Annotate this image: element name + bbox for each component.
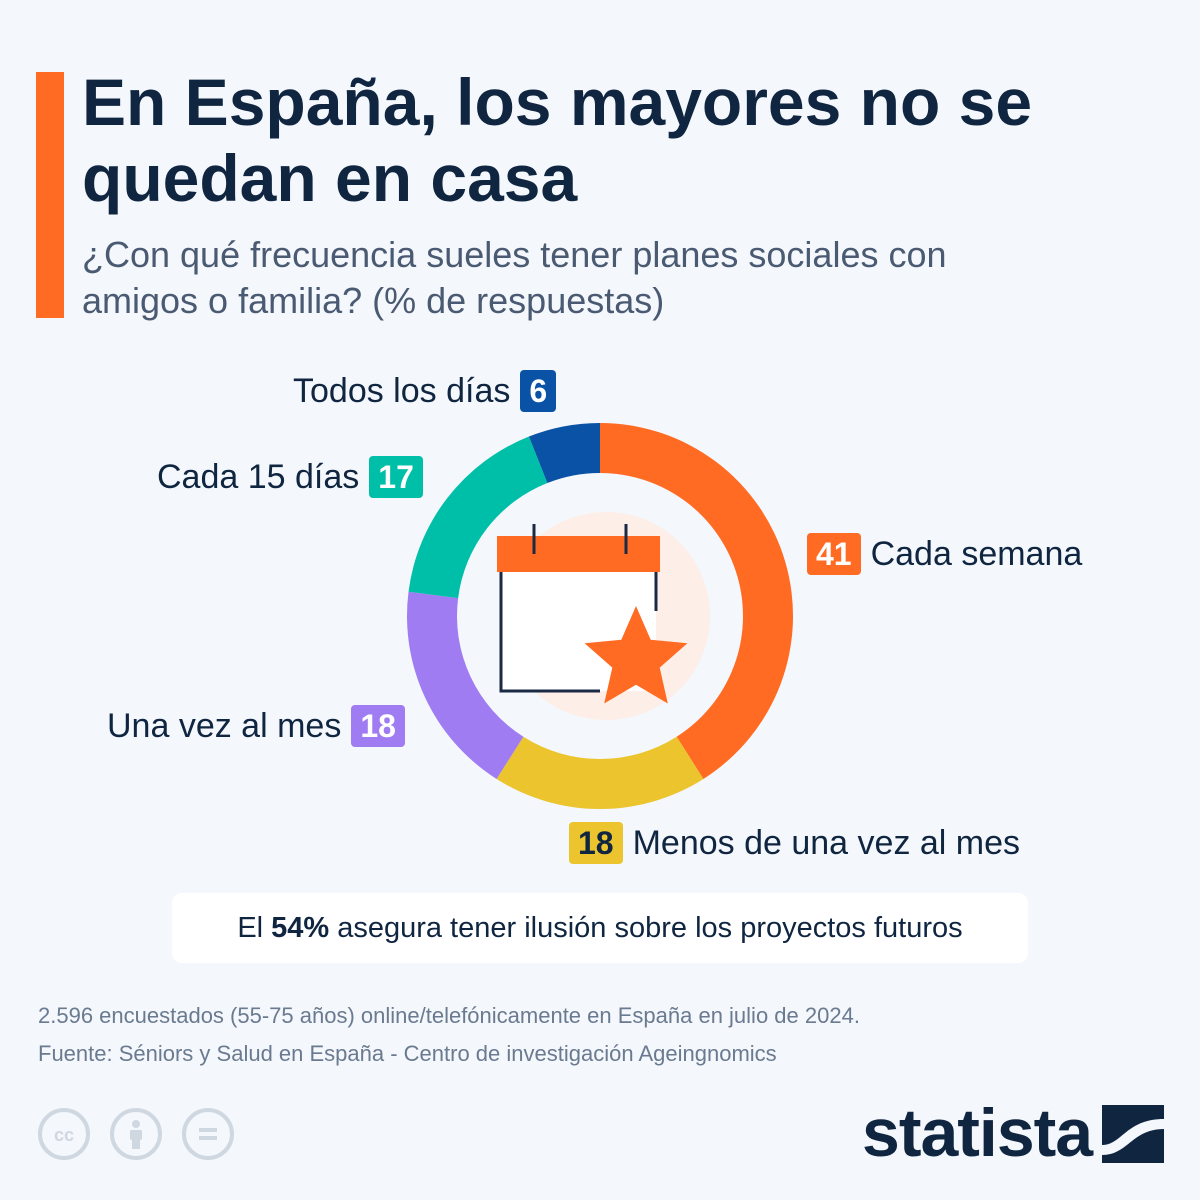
value-badge: 41 bbox=[807, 533, 861, 575]
callout-box: El 54% asegura tener ilusión sobre los p… bbox=[172, 893, 1028, 963]
category-label: Una vez al mes bbox=[107, 706, 342, 745]
callout-highlight: 54% bbox=[271, 911, 330, 944]
category-label: Menos de una vez al mes bbox=[632, 823, 1021, 862]
category-label: Todos los días bbox=[293, 371, 511, 410]
cc-icon[interactable]: cc bbox=[38, 1108, 90, 1160]
category-label: Cada 15 días bbox=[157, 457, 360, 496]
value-badge: 6 bbox=[520, 370, 557, 412]
donut-slice-0 bbox=[600, 423, 793, 779]
label-una-vez-al-mes: Una vez al mes 18 bbox=[107, 705, 405, 747]
page-title: En España, los mayores no se quedan en c… bbox=[82, 65, 1033, 215]
attribution-icon[interactable] bbox=[110, 1108, 162, 1160]
star-icon bbox=[584, 606, 688, 704]
donut-slice-4 bbox=[528, 423, 600, 484]
donut-slice-2 bbox=[407, 591, 524, 779]
label-cada-15-dias: Cada 15 días 17 bbox=[157, 456, 423, 498]
value-badge: 17 bbox=[369, 456, 423, 498]
source-note: Fuente: Séniors y Salud en España - Cent… bbox=[38, 1041, 777, 1066]
category-label: Cada semana bbox=[870, 534, 1083, 573]
label-menos-de-una-vez-al-mes: 18 Menos de una vez al mes bbox=[569, 822, 1020, 864]
callout-prefix: El bbox=[237, 911, 264, 944]
value-badge: 18 bbox=[569, 822, 623, 864]
statista-logo-icon[interactable] bbox=[1102, 1105, 1164, 1163]
label-todos-los-dias: Todos los días 6 bbox=[293, 370, 557, 412]
donut-chart bbox=[407, 423, 793, 809]
svg-text:cc: cc bbox=[54, 1125, 74, 1145]
donut-slice-3 bbox=[408, 436, 548, 599]
label-cada-semana: 41 Cada semana bbox=[807, 533, 1082, 575]
callout-text: asegura tener ilusión sobre los proyecto… bbox=[337, 911, 963, 944]
survey-note: 2.596 encuestados (55-75 años) online/te… bbox=[38, 1003, 860, 1028]
statista-logo-text[interactable]: statista bbox=[862, 1095, 1093, 1171]
no-derivatives-icon[interactable] bbox=[182, 1108, 234, 1160]
accent-bar bbox=[36, 72, 64, 318]
donut-slice-1 bbox=[496, 736, 704, 809]
calendar-star-icon bbox=[497, 512, 710, 720]
value-badge: 18 bbox=[351, 705, 405, 747]
page-subtitle: ¿Con qué frecuencia sueles tener planes … bbox=[82, 234, 947, 321]
